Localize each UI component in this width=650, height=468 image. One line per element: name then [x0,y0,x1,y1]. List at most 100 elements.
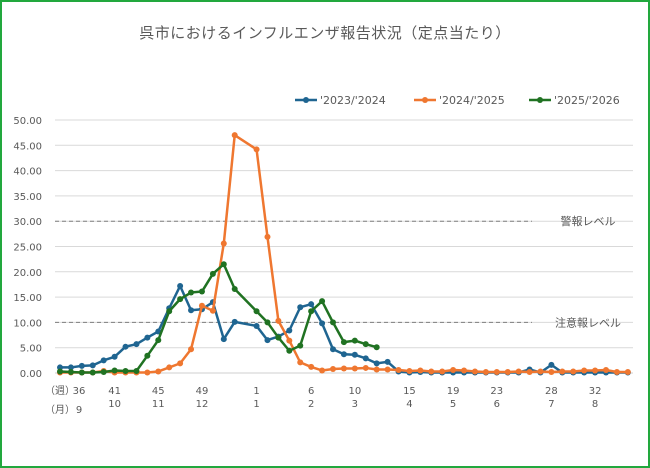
data-point [297,359,304,366]
data-point [111,367,118,374]
data-point [373,366,380,373]
data-point [319,320,326,327]
data-point [351,337,358,344]
data-point [188,307,195,314]
x-tick-week: 49 [196,386,209,397]
data-point [209,270,216,277]
data-point [330,346,336,353]
legend-marker [422,97,428,103]
y-tick-label: 5.00 [20,344,42,355]
data-point [198,288,205,295]
data-point [297,304,304,311]
data-point [340,339,347,346]
y-tick-label: 25.00 [13,243,42,254]
y-tick-label: 20.00 [13,268,42,279]
x-tick-month: 4 [406,399,412,410]
x-tick-week: 15 [403,386,416,397]
x-tick-week: 45 [152,386,165,397]
data-point [624,368,631,375]
x-tick-month: 7 [548,399,554,410]
data-point [384,358,391,365]
data-point [319,367,326,374]
data-point [177,296,184,303]
y-tick-label: 10.00 [13,318,42,329]
data-point [308,308,315,315]
legend-marker [303,97,309,103]
data-point [286,347,293,354]
data-point [220,261,227,268]
data-point [308,301,315,308]
data-point [471,368,478,375]
data-point [395,366,402,373]
y-tick-label: 40.00 [13,167,42,178]
data-point [231,318,238,325]
x-tick-week: 19 [447,386,460,397]
reference-line-label: 警報レベル [561,214,616,228]
data-point [581,367,588,374]
data-point [384,366,391,373]
legend-label: '2024/'2025 [439,94,505,107]
data-point [362,341,369,348]
data-point [362,355,369,362]
data-point [340,365,347,372]
data-point [319,298,326,305]
data-point [373,360,380,367]
x-tick-month: 8 [592,399,598,410]
data-point [253,322,260,329]
data-point [177,282,184,289]
x-tick-month: 9 [76,405,82,416]
y-tick-label: 45.00 [13,141,42,152]
data-point [592,367,599,374]
data-point [78,369,85,376]
data-point [559,368,566,375]
data-point [526,368,533,375]
data-point [351,365,358,372]
chart-title: 呉市におけるインフルエンザ報告状況（定点当たり） [139,24,511,42]
x-tick-month: 6 [494,399,500,410]
y-tick-label: 0.00 [20,369,42,380]
data-point [362,364,369,371]
data-point [548,368,555,375]
y-tick-label: 30.00 [13,217,42,228]
data-point [461,367,468,374]
week-row-label: （週） [45,385,75,397]
data-point [188,346,195,353]
data-point [144,352,151,359]
data-point [613,368,620,375]
data-point [100,357,107,364]
data-point [89,369,96,376]
data-point [100,368,107,375]
x-tick-month: 12 [196,399,209,410]
x-tick-week: 41 [108,386,121,397]
x-tick-month: 10 [108,399,121,410]
x-tick-week: 10 [348,386,361,397]
data-point [493,368,500,375]
data-point [482,368,489,375]
data-point [253,146,260,153]
data-point [122,367,129,374]
x-tick-month: 3 [352,399,358,410]
data-point [330,365,336,372]
legend-label: '2023/'2024 [320,94,386,107]
x-tick-week: 36 [73,386,86,397]
data-point [286,327,293,334]
data-point [177,360,184,367]
data-point [67,364,74,371]
data-point [286,337,293,344]
data-point [198,302,205,309]
x-tick-week: 23 [490,386,503,397]
legend-label: '2025/'2026 [554,94,620,107]
data-point [439,368,446,375]
data-point [122,343,129,350]
data-point [89,362,96,369]
x-tick-month: 1 [253,399,259,410]
data-point [67,368,74,375]
data-point [264,337,271,344]
data-point [111,353,118,360]
x-tick-week: 1 [253,386,259,397]
data-point [406,367,413,374]
legend-marker [537,97,543,103]
data-point [155,337,162,344]
data-point [57,368,63,375]
